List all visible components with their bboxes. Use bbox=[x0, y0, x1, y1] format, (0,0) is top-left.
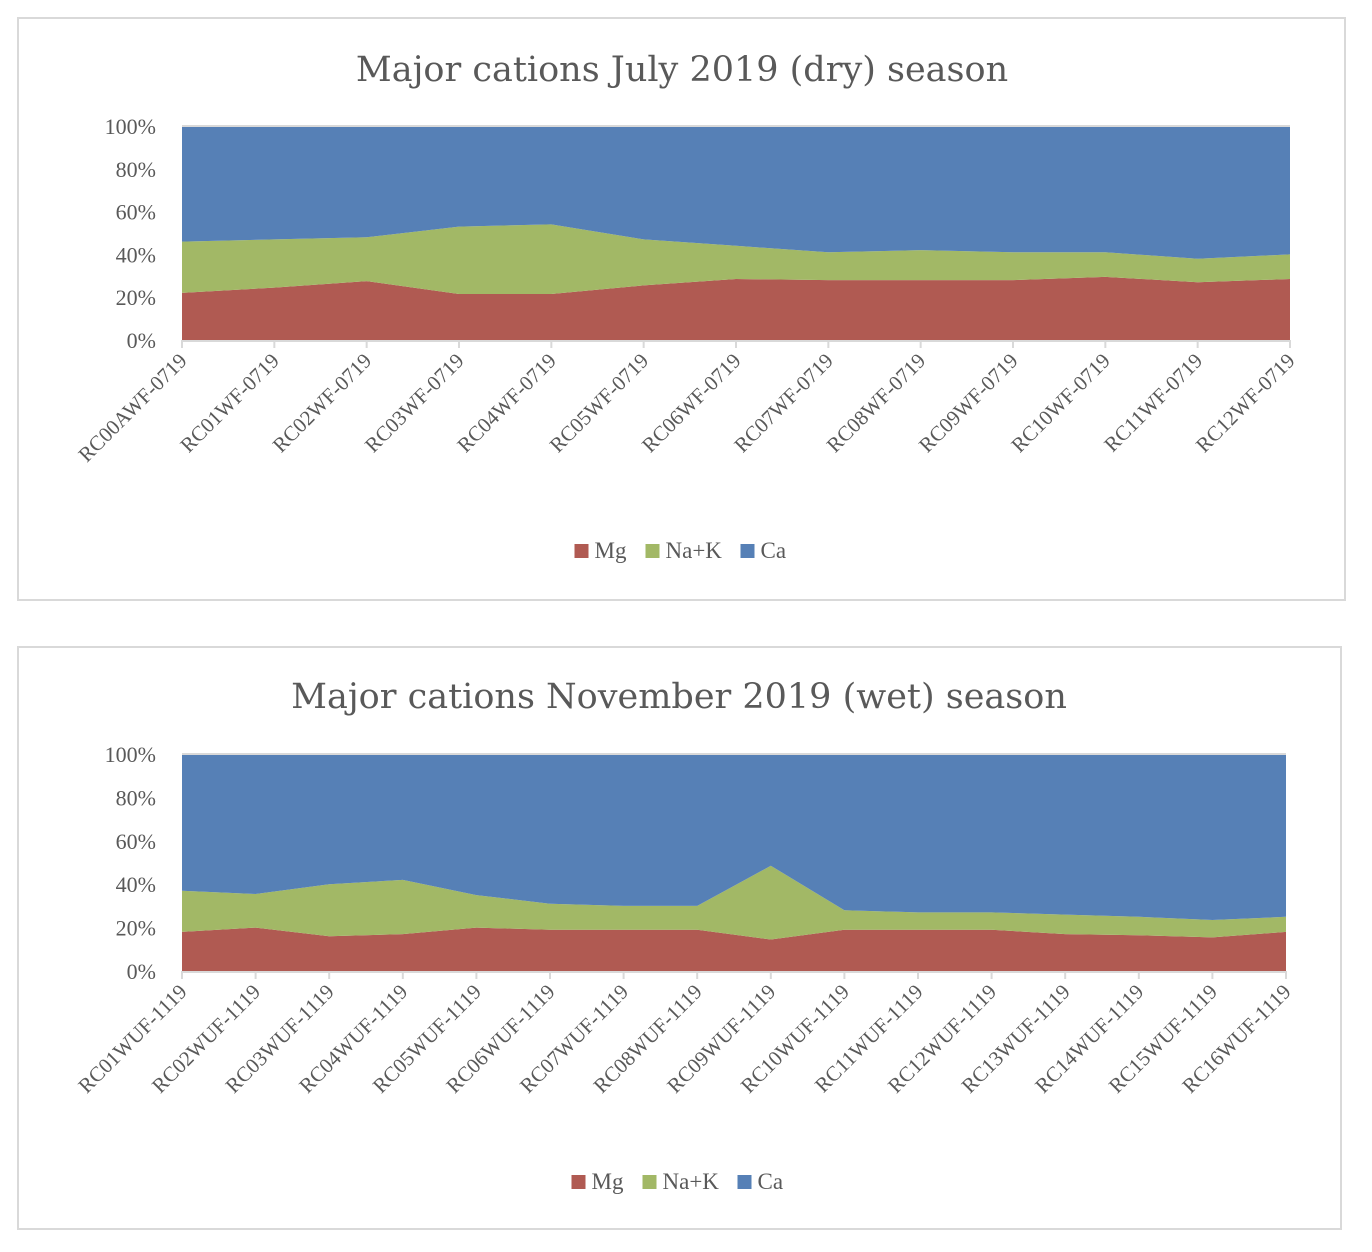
legend-item-ca: Ca bbox=[740, 538, 787, 563]
y-tick-label: 100% bbox=[105, 114, 156, 139]
area-mg bbox=[182, 927, 1286, 971]
area-ca bbox=[182, 126, 1290, 259]
legend-swatch bbox=[571, 1175, 586, 1189]
legend-item-na-k: Na+K bbox=[645, 538, 723, 563]
y-tick-label: 80% bbox=[116, 785, 156, 810]
y-tick-label: 60% bbox=[116, 200, 156, 225]
legend-label: Na+K bbox=[666, 538, 723, 563]
legend-label: Ca bbox=[758, 1169, 784, 1194]
legend-swatch bbox=[642, 1175, 657, 1189]
chart-wet-season: Major cations November 2019 (wet) season… bbox=[17, 646, 1342, 1230]
area-na-k bbox=[182, 224, 1290, 294]
y-tick-label: 0% bbox=[127, 959, 156, 984]
legend-swatch bbox=[574, 544, 589, 558]
legend-swatch bbox=[740, 544, 755, 558]
chart-dry-season: Major cations July 2019 (dry) season RC00… bbox=[17, 17, 1346, 601]
area-mg bbox=[182, 276, 1290, 340]
y-tick-label: 40% bbox=[116, 872, 156, 897]
y-tick-label: 60% bbox=[116, 829, 156, 854]
chart-dry-season-svg: Major cations July 2019 (dry) season RC00… bbox=[73, 50, 1300, 563]
y-tick-label: 100% bbox=[105, 742, 156, 767]
area-na-k bbox=[182, 865, 1286, 940]
x-tick-label: RC00AWF-0719 bbox=[73, 349, 191, 467]
legend-label: Ca bbox=[761, 538, 787, 563]
chart-title: Major cations November 2019 (wet) season bbox=[291, 677, 1067, 717]
y-tick-label: 80% bbox=[116, 157, 156, 182]
area-ca bbox=[182, 754, 1286, 920]
y-tick-label: 20% bbox=[116, 916, 156, 941]
legend-item-na-k: Na+K bbox=[642, 1169, 720, 1194]
y-tick-label: 0% bbox=[127, 328, 156, 353]
legend-item-mg: Mg bbox=[571, 1169, 624, 1194]
chart-title: Major cations July 2019 (dry) season bbox=[356, 50, 1008, 90]
legend-label: Mg bbox=[592, 1169, 624, 1194]
chart-wet-season-svg: Major cations November 2019 (wet) season… bbox=[73, 677, 1295, 1194]
legend-label: Mg bbox=[595, 538, 627, 563]
x-tick-label: RC10WF-0719 bbox=[1006, 349, 1115, 458]
legend-item-ca: Ca bbox=[737, 1169, 784, 1194]
legend-item-mg: Mg bbox=[574, 538, 627, 563]
legend-swatch bbox=[645, 544, 660, 558]
x-tick-label: RC12WF-0719 bbox=[1191, 349, 1300, 458]
legend-swatch bbox=[737, 1175, 752, 1189]
y-tick-label: 40% bbox=[116, 242, 156, 267]
legend-label: Na+K bbox=[663, 1169, 720, 1194]
y-tick-label: 20% bbox=[116, 285, 156, 310]
